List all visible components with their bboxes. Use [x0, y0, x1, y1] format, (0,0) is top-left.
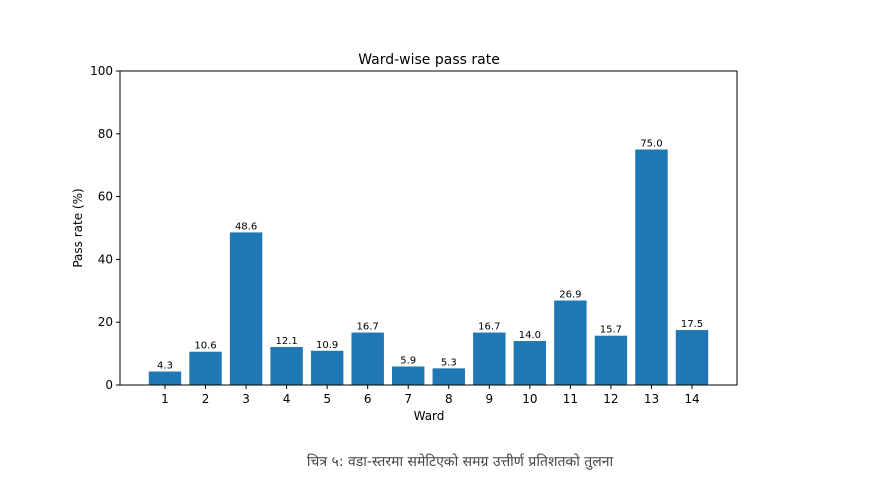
y-tick-label: 20: [98, 315, 113, 329]
data-label-ward-12: 15.7: [600, 325, 622, 336]
data-label-ward-11: 26.9: [559, 290, 581, 301]
data-label-ward-6: 16.7: [357, 322, 379, 333]
data-label-ward-7: 5.9: [400, 355, 416, 366]
bar-ward-2: [189, 351, 222, 385]
bar-ward-12: [594, 335, 628, 385]
bar-ward-6: [351, 332, 384, 385]
data-label-ward-14: 17.5: [681, 319, 703, 330]
x-tick-label: 11: [563, 392, 578, 406]
x-tick-label: 14: [684, 392, 699, 406]
y-axis-label: Pass rate (%): [71, 188, 85, 267]
bar-ward-1: [148, 371, 182, 385]
bar-ward-10: [513, 341, 547, 385]
x-tick-label: 6: [364, 392, 372, 406]
chart-title: Ward-wise pass rate: [358, 52, 500, 68]
x-tick-label: 1: [161, 392, 169, 406]
data-label-ward-9: 16.7: [478, 322, 500, 333]
data-label-ward-2: 10.6: [194, 341, 216, 352]
figure-caption: चित्र ५: वडा-स्तरमा समेटिएको समग्र उत्ती…: [306, 454, 614, 470]
y-tick-label: 60: [98, 190, 113, 204]
bar-ward-14: [675, 330, 709, 385]
y-tick-label: 80: [98, 127, 113, 141]
bar-ward-5: [310, 350, 344, 385]
plot-frame: [119, 70, 738, 386]
data-label-ward-4: 12.1: [275, 336, 297, 347]
bar-ward-8: [432, 368, 465, 385]
bar-ward-3: [229, 232, 263, 385]
x-tick-label: 5: [323, 392, 331, 406]
bar-ward-7: [392, 366, 425, 385]
bar-ward-4: [270, 347, 303, 385]
bar-ward-11: [554, 300, 587, 385]
data-label-ward-5: 10.9: [316, 340, 338, 351]
x-tick-label: 3: [242, 392, 250, 406]
x-axis-label: Ward: [414, 409, 445, 423]
bar-ward-9: [473, 332, 506, 385]
data-label-ward-10: 14.0: [519, 330, 541, 341]
x-tick-label: 13: [644, 392, 659, 406]
x-tick-label: 2: [202, 392, 210, 406]
y-tick-label: 40: [98, 252, 113, 266]
x-tick-label: 7: [404, 392, 412, 406]
data-label-ward-3: 48.6: [235, 221, 257, 232]
bar-ward-13: [635, 149, 668, 385]
data-label-ward-8: 5.3: [441, 357, 457, 368]
bar-chart: Ward-wise pass rate 4.3 10.6 48.6 12.1 10.9 1…: [71, 52, 738, 423]
x-tick-label: 10: [522, 392, 537, 406]
x-tick-label: 12: [603, 392, 618, 406]
x-tick-label: 8: [445, 392, 453, 406]
data-label-ward-13: 75.0: [640, 139, 662, 150]
data-label-ward-1: 4.3: [157, 361, 173, 372]
x-tick-label: 9: [485, 392, 493, 406]
y-tick-label: 0: [105, 378, 113, 392]
y-tick-label: 100: [90, 64, 113, 78]
x-tick-label: 4: [283, 392, 291, 406]
